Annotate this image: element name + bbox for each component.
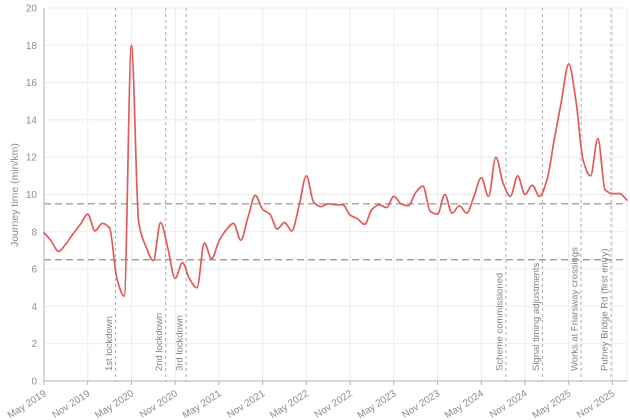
y-tick-label-4: 4	[31, 302, 37, 313]
event-label-works-at-friarsway-crossings: Works at Friarsway crossings	[570, 247, 581, 371]
x-tick-label-Nov-2020: Nov 2020	[138, 388, 180, 420]
y-tick-label-8: 8	[31, 227, 37, 238]
x-tick-label-Nov-2022: Nov 2022	[313, 388, 355, 420]
x-tick-label-May-2023: May 2023	[356, 388, 399, 420]
event-label-signal-timing-adjustments: Signal timing adjustments	[531, 263, 542, 371]
y-tick-label-12: 12	[26, 153, 38, 164]
x-tick-label-Nov-2024: Nov 2024	[488, 388, 530, 420]
x-tick-label-May-2021: May 2021	[181, 388, 224, 420]
event-label-3rd-lockdown: 3rd lockdown	[175, 315, 186, 371]
y-tick-label-10: 10	[26, 190, 38, 201]
x-tick-label-Nov-2019: Nov 2019	[50, 388, 92, 420]
y-tick-label-6: 6	[31, 265, 37, 276]
journey-time-series-line	[43, 44, 628, 297]
event-label-putney-bridge-rd-first-entry-: Putney Bridge Rd (first entry)	[599, 249, 610, 372]
x-tick-label-May-2019: May 2019	[6, 388, 49, 420]
x-tick-label-May-2025: May 2025	[531, 388, 574, 420]
event-label-scheme-commissioned: Scheme commissioned	[495, 273, 506, 371]
x-tick-label-Nov-2021: Nov 2021	[225, 388, 267, 420]
y-axis-title: Journey time (min/km)	[9, 143, 21, 247]
y-tick-label-20: 20	[26, 4, 38, 15]
x-tick-label-May-2020: May 2020	[93, 388, 136, 420]
y-tick-label-2: 2	[31, 339, 37, 350]
y-tick-label-0: 0	[31, 377, 37, 388]
y-tick-label-18: 18	[26, 41, 38, 52]
y-tick-label-14: 14	[26, 115, 38, 126]
y-tick-label-16: 16	[26, 78, 38, 89]
x-tick-label-Nov-2025: Nov 2025	[575, 388, 617, 420]
x-tick-label-Nov-2023: Nov 2023	[400, 388, 442, 420]
x-tick-label-May-2022: May 2022	[268, 388, 311, 420]
x-tick-label-May-2024: May 2024	[443, 388, 486, 420]
event-label-2nd-lockdown: 2nd lockdown	[154, 313, 165, 371]
event-label-1st-lockdown: 1st lockdown	[104, 316, 115, 371]
